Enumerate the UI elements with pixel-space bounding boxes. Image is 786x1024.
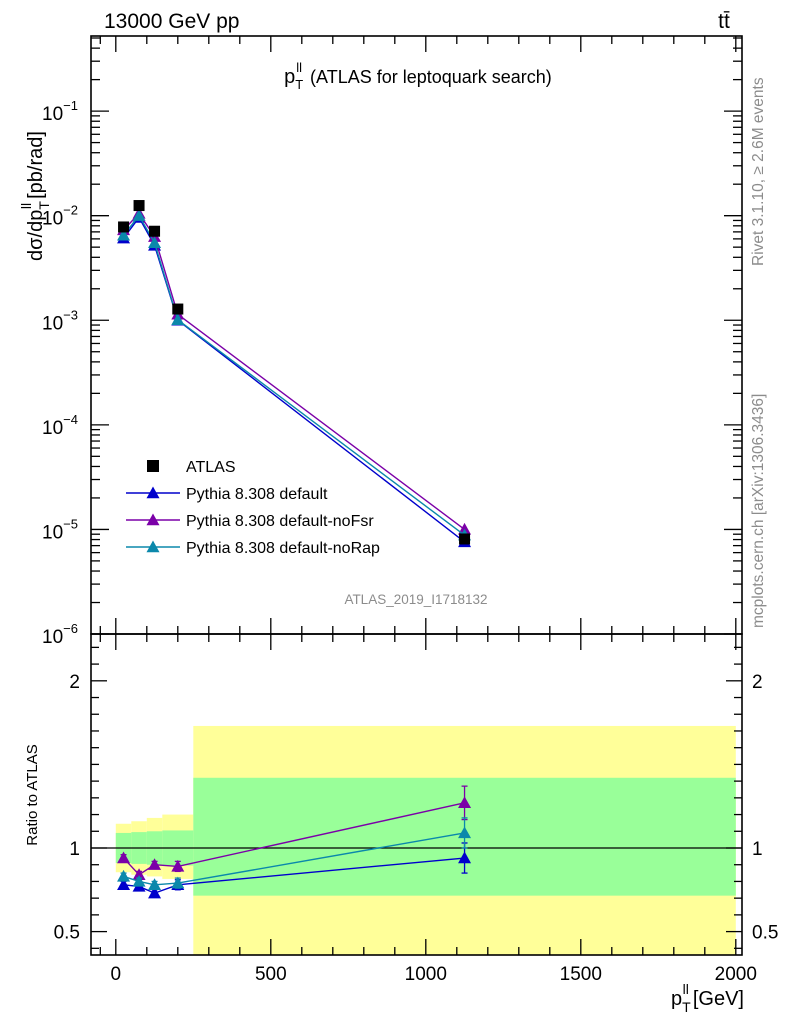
data-point bbox=[118, 221, 130, 233]
header-right: tt̄ bbox=[718, 10, 730, 33]
ratio-point-2 bbox=[458, 826, 472, 839]
ratio-y-tick-label-left: 2 bbox=[69, 672, 80, 693]
series-point-2 bbox=[132, 209, 146, 221]
series-point-2 bbox=[171, 313, 185, 326]
legend-marker-data bbox=[147, 460, 159, 472]
legend-label-data: ATLAS bbox=[186, 459, 236, 476]
ratio-panel-ticks: 0 500 1000 1500 2000 0.5 0.5 1 1 2 2 bbox=[54, 634, 778, 985]
series-line-1 bbox=[123, 212, 465, 530]
ratio-point-2 bbox=[148, 878, 162, 890]
main-title-text: (ATLAS for leptoquark search) bbox=[310, 67, 552, 87]
y-tick-exp: −5 bbox=[63, 516, 78, 531]
main-panel-marks bbox=[117, 200, 472, 548]
y-tick-label: 10−6 bbox=[42, 621, 78, 648]
x-tick-label: 2000 bbox=[715, 964, 757, 985]
ratio-y-tick-label-right: 2 bbox=[752, 672, 763, 693]
data-point bbox=[149, 225, 161, 237]
ratio-y-tick-label-left: 0.5 bbox=[54, 923, 80, 944]
mcplots-label: mcplots.cern.ch [arXiv:1306.3436] bbox=[750, 394, 767, 628]
ratio-y-tick-label-right: 1 bbox=[752, 839, 763, 860]
x-tick-label: 0 bbox=[111, 964, 122, 985]
legend: ATLAS Pythia 8.308 default Pythia 8.308 de… bbox=[126, 459, 380, 557]
ratio-panel-frame bbox=[90, 633, 743, 956]
ratio-panel-bands bbox=[91, 725, 742, 955]
y-tick-label: 10−5 bbox=[42, 516, 78, 543]
ratio-point-1 bbox=[117, 851, 131, 864]
y-tick-exp: −4 bbox=[63, 412, 78, 427]
x-tick-label: 1000 bbox=[405, 964, 447, 985]
legend-marker-1 bbox=[146, 513, 160, 526]
ratio-point-0 bbox=[148, 886, 162, 899]
x-tick-label: 1500 bbox=[560, 964, 602, 985]
main-title-sub: T bbox=[295, 77, 303, 92]
y-tick-label: 10−1 bbox=[42, 98, 78, 125]
ratio-point-2 bbox=[132, 874, 146, 887]
x-tick-label: 500 bbox=[255, 964, 287, 985]
x-axis-label: pTll [GeV] bbox=[671, 981, 744, 1015]
series-point-2 bbox=[148, 236, 162, 249]
legend-marker-2 bbox=[146, 540, 160, 553]
ratio-y-tick-label-left: 1 bbox=[69, 839, 80, 860]
data-point bbox=[459, 533, 471, 545]
y-tick-label: 10−3 bbox=[42, 307, 78, 334]
legend-marker-0 bbox=[146, 486, 160, 499]
main-title: pTll (ATLAS for leptoquark search) bbox=[284, 60, 552, 92]
y-tick-exp: −3 bbox=[63, 307, 78, 322]
ratio-point-1 bbox=[148, 858, 162, 870]
ratio-point-1 bbox=[171, 859, 185, 872]
header-left: 13000 GeV pp bbox=[104, 10, 239, 33]
legend-label-2: Pythia 8.308 default-noRap bbox=[186, 540, 380, 557]
ratio-point-0 bbox=[117, 878, 131, 890]
y-tick-exp: −2 bbox=[63, 203, 78, 218]
data-point bbox=[133, 200, 145, 212]
series-point-2 bbox=[117, 228, 131, 241]
ratio-point-1 bbox=[132, 868, 146, 880]
y-tick-label: 10−4 bbox=[42, 412, 78, 439]
data-point bbox=[172, 303, 184, 315]
ratio-panel-marks bbox=[117, 785, 472, 899]
main-title-sup: ll bbox=[296, 60, 302, 75]
ratio-ylabel: Ratio to ATLAS bbox=[24, 744, 41, 845]
ratio-point-1 bbox=[458, 796, 472, 809]
y-tick-exp: −1 bbox=[63, 98, 78, 113]
ratio-y-tick-label-right: 0.5 bbox=[752, 923, 778, 944]
ratio-point-2 bbox=[117, 869, 131, 882]
main-panel-ticks: 10−610−510−410−310−210−1 bbox=[42, 36, 742, 648]
ratio-point-0 bbox=[458, 851, 472, 864]
y-tick-exp: −6 bbox=[63, 621, 78, 636]
rivet-label: Rivet 3.1.10, ≥ 2.6M events bbox=[750, 77, 767, 266]
ratio-point-2 bbox=[171, 876, 185, 889]
legend-label-0: Pythia 8.308 default bbox=[186, 486, 328, 503]
main-title-var: p bbox=[284, 66, 295, 88]
main-ylabel: dσ/dpTll[pb/rad] bbox=[18, 131, 52, 261]
analysis-watermark: ATLAS_2019_I1718132 bbox=[344, 592, 487, 607]
legend-label-1: Pythia 8.308 default-noFsr bbox=[186, 513, 374, 530]
